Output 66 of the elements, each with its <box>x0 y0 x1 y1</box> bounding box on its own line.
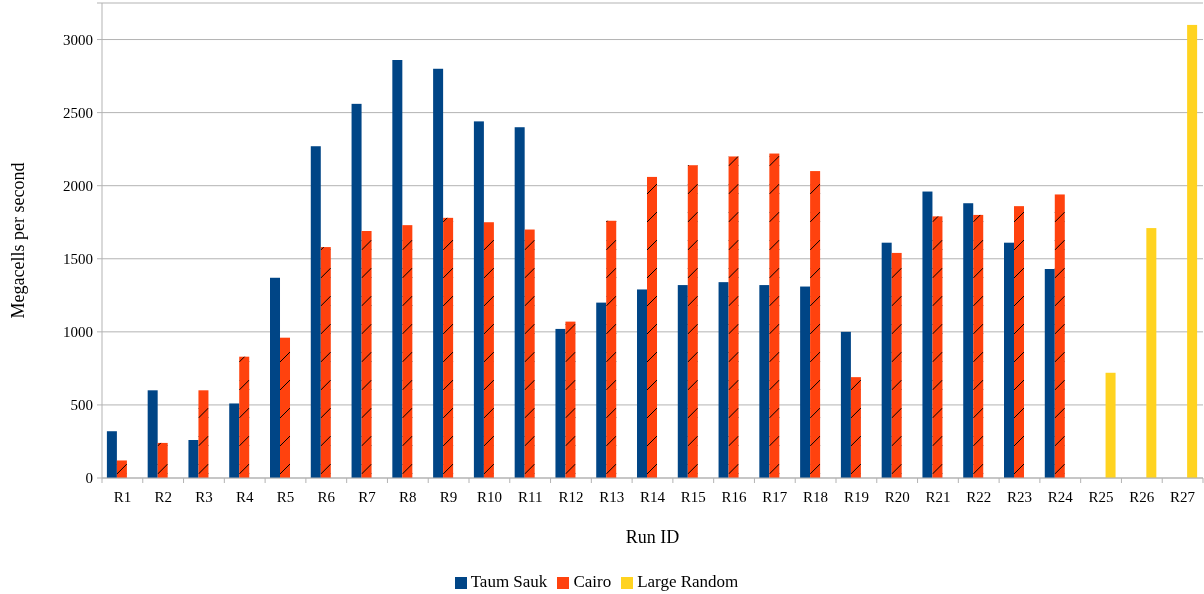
x-tick-label: R15 <box>680 489 706 505</box>
bar <box>1146 228 1157 478</box>
x-tick-label: R14 <box>639 489 666 505</box>
x-tick-label: R24 <box>1047 489 1074 505</box>
x-tick-label: R6 <box>317 489 336 505</box>
bar <box>800 286 811 478</box>
x-tick-label: R23 <box>1006 489 1033 505</box>
bar <box>555 328 566 478</box>
bar <box>881 242 892 478</box>
x-tick-label: R2 <box>154 489 172 505</box>
y-axis-title: Megacells per second <box>8 162 28 319</box>
x-axis-title: Run ID <box>625 527 680 547</box>
x-tick-label: R9 <box>439 489 458 505</box>
bar <box>433 68 444 478</box>
bar <box>514 127 525 478</box>
x-tick-label: R27 <box>1170 489 1196 505</box>
bar <box>351 103 362 478</box>
x-tick-label: R10 <box>476 489 502 505</box>
bar <box>1105 372 1116 478</box>
y-tick-label: 2500 <box>63 104 93 121</box>
y-tick-label: 1500 <box>63 251 93 268</box>
bar <box>392 60 403 478</box>
bar <box>759 285 770 478</box>
y-tick-label: 0 <box>85 470 93 487</box>
x-tick-label: R21 <box>925 489 951 505</box>
x-tick-label: R5 <box>276 489 295 505</box>
bar <box>1004 242 1014 478</box>
x-tick-label: R13 <box>599 489 625 505</box>
bar <box>963 203 974 478</box>
bar <box>188 440 199 478</box>
bar <box>840 331 851 478</box>
legend-label: Cairo <box>573 572 612 591</box>
x-tick-label: R1 <box>113 489 132 505</box>
x-tick-label: R4 <box>235 489 254 505</box>
bar <box>270 277 280 478</box>
y-tick-label: 2000 <box>63 178 93 195</box>
y-tick-label: 1000 <box>63 324 93 341</box>
x-tick-label: R22 <box>966 489 992 505</box>
bar <box>473 121 484 478</box>
legend-label: Taum Sauk <box>470 572 548 591</box>
y-tick-label: 3000 <box>63 31 93 48</box>
x-tick-label: R17 <box>762 489 788 505</box>
x-tick-label: R11 <box>517 489 543 505</box>
x-tick-label: R7 <box>358 489 377 505</box>
bar <box>106 431 117 478</box>
bar <box>147 390 158 478</box>
bar <box>677 285 688 478</box>
y-tick-label: 500 <box>70 397 93 414</box>
legend-label: Large Random <box>637 572 739 591</box>
bar <box>1044 269 1055 478</box>
bar <box>637 289 647 478</box>
x-tick-label: R16 <box>721 489 748 505</box>
x-tick-label: R3 <box>195 489 213 505</box>
x-tick-label: R12 <box>558 489 584 505</box>
bar <box>596 302 607 478</box>
bar <box>1187 24 1198 478</box>
x-tick-label: R26 <box>1129 489 1155 505</box>
x-tick-label: R20 <box>884 489 910 505</box>
bar <box>718 282 729 478</box>
x-tick-label: R8 <box>399 489 417 505</box>
bar <box>229 403 240 478</box>
x-tick-label: R19 <box>843 489 869 505</box>
bar <box>922 191 933 478</box>
bar <box>310 146 321 478</box>
x-tick-label: R25 <box>1088 489 1114 505</box>
x-tick-label: R18 <box>803 489 829 505</box>
